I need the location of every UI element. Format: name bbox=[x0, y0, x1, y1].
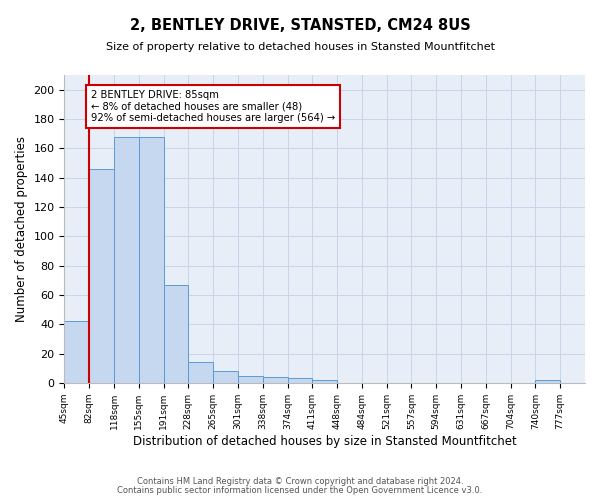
Text: 2 BENTLEY DRIVE: 85sqm
← 8% of detached houses are smaller (48)
92% of semi-deta: 2 BENTLEY DRIVE: 85sqm ← 8% of detached … bbox=[91, 90, 335, 123]
Bar bbox=[287, 378, 313, 383]
Bar bbox=[535, 380, 560, 383]
Text: 2, BENTLEY DRIVE, STANSTED, CM24 8US: 2, BENTLEY DRIVE, STANSTED, CM24 8US bbox=[130, 18, 470, 32]
Bar bbox=[89, 169, 114, 383]
Bar bbox=[313, 380, 337, 383]
Bar bbox=[114, 136, 139, 383]
X-axis label: Distribution of detached houses by size in Stansted Mountfitchet: Distribution of detached houses by size … bbox=[133, 434, 517, 448]
Bar bbox=[238, 376, 263, 383]
Y-axis label: Number of detached properties: Number of detached properties bbox=[15, 136, 28, 322]
Bar bbox=[188, 362, 213, 383]
Bar bbox=[213, 371, 238, 383]
Text: Contains public sector information licensed under the Open Government Licence v3: Contains public sector information licen… bbox=[118, 486, 482, 495]
Bar bbox=[164, 284, 188, 383]
Text: Size of property relative to detached houses in Stansted Mountfitchet: Size of property relative to detached ho… bbox=[106, 42, 494, 52]
Bar bbox=[64, 322, 89, 383]
Bar bbox=[139, 136, 164, 383]
Text: Contains HM Land Registry data © Crown copyright and database right 2024.: Contains HM Land Registry data © Crown c… bbox=[137, 477, 463, 486]
Bar bbox=[263, 377, 287, 383]
